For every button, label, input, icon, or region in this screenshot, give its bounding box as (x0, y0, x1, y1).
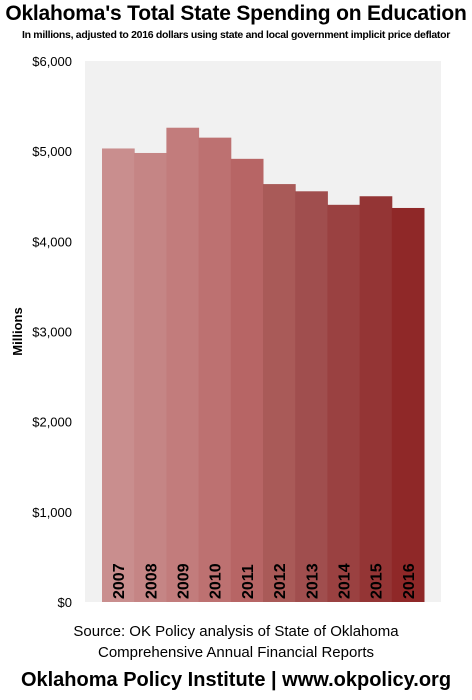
y-tick-label: $2,000 (32, 415, 72, 430)
source-line-2: Comprehensive Annual Financial Reports (98, 644, 374, 661)
x-tick-label: 2007 (111, 563, 128, 599)
y-tick-label: $1,000 (32, 505, 72, 520)
source-note: Source: OK Policy analysis of State of O… (0, 621, 472, 663)
y-axis-title: Millions (10, 307, 25, 355)
x-tick-label: 2016 (401, 563, 418, 599)
x-tick-label: 2008 (143, 563, 160, 599)
x-tick-label: 2015 (369, 563, 386, 599)
bar-2012 (263, 184, 296, 602)
chart-title: Oklahoma's Total State Spending on Educa… (5, 2, 467, 25)
x-tick-label: 2009 (176, 563, 193, 599)
x-tick-label: 2014 (337, 563, 354, 599)
y-tick-label: $5,000 (32, 144, 72, 159)
bar-2007 (102, 148, 135, 602)
y-tick-label: $0 (58, 595, 72, 610)
bar-2009 (166, 127, 200, 603)
bar-2013 (295, 191, 328, 602)
source-line-1: Source: OK Policy analysis of State of O… (73, 623, 399, 640)
footer-credit: Oklahoma Policy Institute | www.okpolicy… (20, 669, 452, 691)
y-tick-label: $6,000 (32, 54, 72, 69)
bar-2016 (391, 207, 425, 602)
bar-2010 (198, 137, 232, 602)
y-tick-label: $3,000 (32, 325, 72, 340)
x-tick-label: 2010 (208, 563, 225, 599)
bar-chart: $0 $1,000 $2,000 $3,000 $4,000 $5,000 $6,000 Mi… (10, 54, 441, 610)
bar-2015 (359, 196, 393, 602)
x-tick-label: 2013 (304, 563, 321, 599)
x-tick-label: 2011 (240, 564, 257, 599)
chart-subtitle: In millions, adjusted to 2016 dollars us… (21, 29, 451, 41)
x-tick-label: 2012 (272, 563, 289, 599)
bar-2011 (230, 158, 264, 603)
y-tick-label: $4,000 (32, 234, 72, 249)
bar-2014 (327, 204, 361, 602)
bar-2008 (134, 152, 167, 602)
